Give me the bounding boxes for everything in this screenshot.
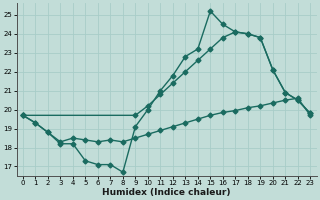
X-axis label: Humidex (Indice chaleur): Humidex (Indice chaleur) xyxy=(102,188,231,197)
